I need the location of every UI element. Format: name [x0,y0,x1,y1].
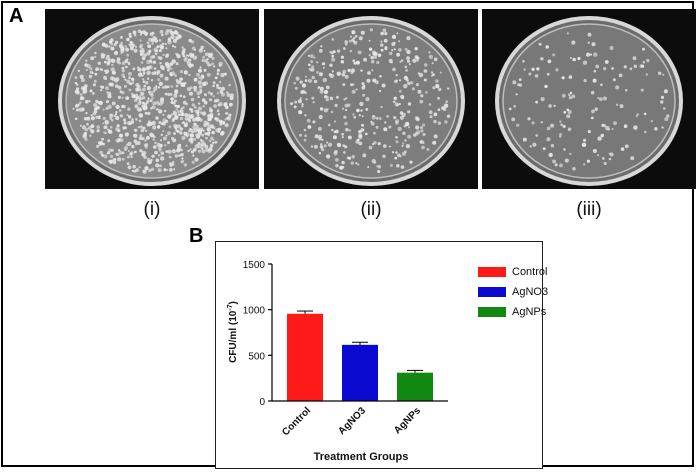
bar-chart: 0 500 1000 1500 Control AgNO3 AgNPs Treatment G… [227,260,448,463]
legend-item-control: Control [478,262,548,282]
legend-label-agno3: AgNO3 [512,286,549,298]
x-tick-label-1: AgNO3 [336,405,368,437]
plate-image-i [45,9,259,189]
bar-2 [397,372,433,401]
x-tick-label-2: AgNPs [392,405,423,436]
plate-caption-i: (i) [143,199,161,220]
bar-chart-panel: 0 500 1000 1500 Control AgNO3 AgNPs Treatment G… [215,241,548,469]
y-tick-label-3: 1500 [243,260,266,271]
y-tick-label-1: 500 [248,351,265,362]
plate-caption-iii: (iii) [576,199,602,220]
legend-swatch-agno3 [478,287,506,297]
y-axis-label: CFU/ml (10-7) [227,301,239,363]
petri-dish-iii [495,16,683,186]
bar-1 [342,344,378,401]
bar-0 [287,313,323,401]
chart-legend: Control AgNO3 AgNPs [478,262,548,322]
legend-label-control: Control [512,266,548,278]
legend-swatch-control [478,267,506,277]
petri-dish-i [58,16,246,186]
panel-a-label: A [9,5,24,27]
plate-image-ii [264,9,478,189]
x-tick-label-0: Control [280,405,313,438]
legend-label-agnps: AgNPs [512,306,547,318]
x-axis-label: Treatment Groups [314,451,409,463]
legend-item-agno3: AgNO3 [478,282,548,302]
plate-image-iii [482,9,696,189]
y-tick-label-2: 1000 [243,306,266,317]
y-tick-label-0: 0 [259,397,265,408]
legend-item-agnps: AgNPs [478,302,548,322]
legend-swatch-agnps [478,307,506,317]
petri-dish-ii [277,16,465,186]
panel-b-label: B [189,225,204,247]
plate-caption-ii: (ii) [360,199,382,220]
